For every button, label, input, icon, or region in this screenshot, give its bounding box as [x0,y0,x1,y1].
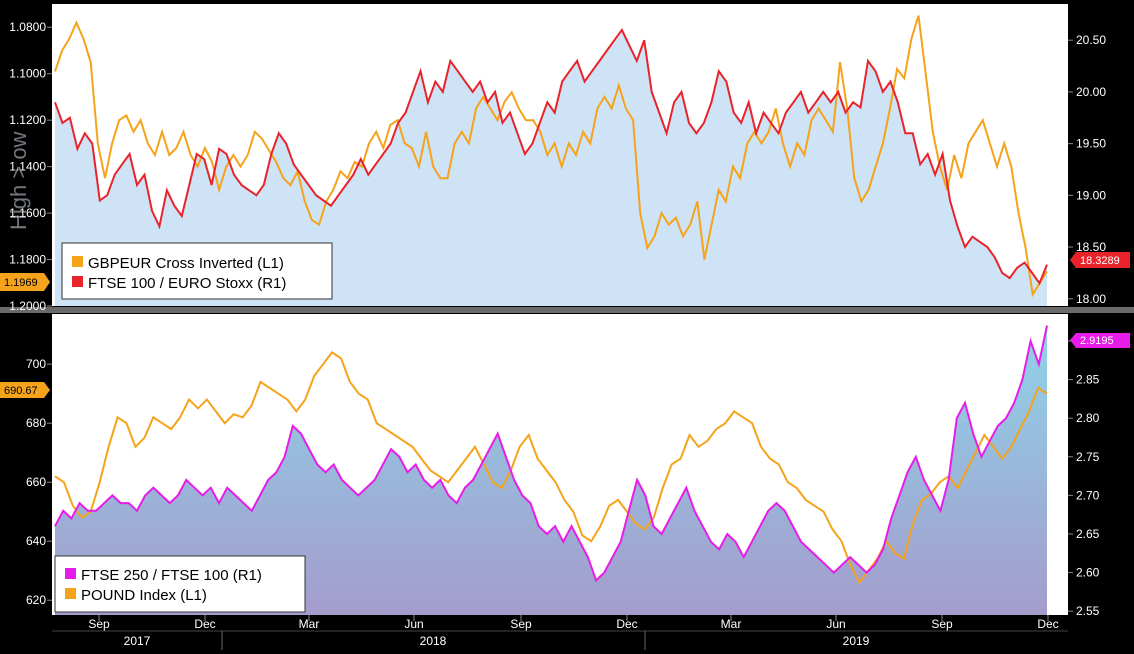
top-right-axis: 20.50 20.00 19.50 19.00 18.50 18.00 [1068,33,1106,306]
top-right-tick-label: 19.50 [1076,137,1106,151]
top-right-tick-label: 19.00 [1076,188,1106,202]
legend-label-ftse-eurostoxx: FTSE 100 / EURO Stoxx (R1) [88,275,286,292]
legend-swatch-gbpeur [72,256,83,267]
top-legend: GBPEUR Cross Inverted (L1) FTSE 100 / EU… [61,242,333,300]
top-area-fill [55,29,1047,307]
ftse-eurostoxx-line [54,27,1048,286]
bottom-left-tick-label: 620 [26,593,46,607]
x-month-label: Mar [299,617,320,631]
x-month-label: Sep [88,617,110,631]
bottom-right-tick-label: 2.75 [1076,450,1100,464]
top-left-axis: 1.0800 1.1000 1.1200 1.1400 1.1600 1.1800 1.20… [9,20,52,313]
svg-text:1.1969: 1.1969 [4,277,38,289]
bottom-left-tick-label: 680 [26,416,46,430]
bottom-left-axis: 700 680 660 640 620 [26,357,52,607]
svg-text:18.3289: 18.3289 [1080,255,1120,267]
svg-text:690.67: 690.67 [4,385,38,397]
bottom-left-tick-label: 640 [26,534,46,548]
bottom-series-lines [54,325,1048,585]
bottom-right-last-value: 2.9195 [1070,333,1130,348]
x-month-label: Jun [404,617,423,631]
top-series-lines [54,15,1048,298]
top-right-tick-label: 20.00 [1076,85,1106,99]
bottom-right-axis: 2.902.852.802.752.702.652.602.55 [1068,334,1100,618]
top-left-last-value: 1.1969 [0,273,50,291]
x-year-label: 2017 [124,634,151,648]
top-left-tick-label: 1.0800 [9,20,46,34]
bottom-right-tick-label: 2.55 [1076,604,1100,618]
bottom-area-shape [55,325,1047,615]
bottom-right-tick-label: 2.70 [1076,488,1100,502]
bottom-right-tick-label: 2.80 [1076,411,1100,425]
top-right-last-value: 18.3289 [1070,252,1130,268]
bottom-legend: FTSE 250 / FTSE 100 (R1) POUND Index (L1… [54,555,306,613]
panel-separator [0,307,1134,313]
legend-label-pound: POUND Index (L1) [81,587,207,604]
bottom-left-tick-label: 700 [26,357,46,371]
x-year-label: 2018 [420,634,447,648]
top-right-tick-label: 20.50 [1076,33,1106,47]
bottom-left-tick-label: 660 [26,475,46,489]
side-label: High > ow [6,131,31,230]
top-right-tick-label: 18.00 [1076,292,1106,306]
x-month-label: Dec [194,617,215,631]
top-area-shape [55,29,1047,307]
x-month-label: Sep [931,617,953,631]
svg-text:2.9195: 2.9195 [1080,335,1114,347]
gbpeur-line [54,15,1048,298]
ftse250-line [54,325,1048,583]
bottom-right-tick-label: 2.60 [1076,566,1100,580]
x-year-label: 2019 [843,634,870,648]
top-left-tick-label: 1.2000 [9,299,46,313]
legend-swatch-ftse-eurostoxx [72,276,83,287]
x-axis: Sep Dec Mar Jun Sep Dec Mar Jun Sep Dec 2017 2018 2… [52,615,1068,650]
legend-label-gbpeur: GBPEUR Cross Inverted (L1) [88,255,284,272]
top-left-tick-label: 1.1600 [9,206,46,220]
bottom-left-last-value: 690.67 [0,382,50,398]
bottom-area-fill [55,325,1047,615]
x-month-label: Sep [510,617,532,631]
legend-label-ftse250: FTSE 250 / FTSE 100 (R1) [81,567,262,584]
top-left-tick-label: 1.1800 [9,253,46,267]
x-month-label: Jun [826,617,845,631]
top-right-tick-label: 18.50 [1076,240,1106,254]
top-left-tick-label: 1.1400 [9,160,46,174]
x-month-label: Mar [721,617,742,631]
bottom-right-tick-label: 2.85 [1076,373,1100,387]
x-month-label: Dec [1037,617,1058,631]
top-left-tick-label: 1.1200 [9,113,46,127]
bottom-right-tick-label: 2.65 [1076,527,1100,541]
top-left-tick-label: 1.1000 [9,67,46,81]
legend-swatch-pound [65,588,76,599]
x-month-label: Dec [616,617,637,631]
legend-swatch-ftse250 [65,568,76,579]
